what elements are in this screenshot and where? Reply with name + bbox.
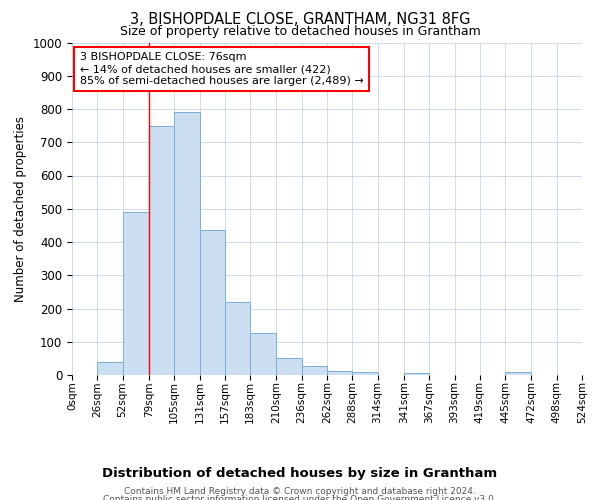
Bar [505, 372, 532, 375]
Bar [250, 334, 277, 375]
Bar [122, 212, 149, 375]
Text: Contains HM Land Registry data © Crown copyright and database right 2024.: Contains HM Land Registry data © Crown c… [124, 488, 476, 496]
Text: 3, BISHOPDALE CLOSE, GRANTHAM, NG31 8FG: 3, BISHOPDALE CLOSE, GRANTHAM, NG31 8FG [130, 12, 470, 28]
Bar [327, 371, 352, 375]
Bar [352, 372, 377, 375]
Bar [302, 366, 327, 375]
Text: 3 BISHOPDALE CLOSE: 76sqm
← 14% of detached houses are smaller (422)
85% of semi: 3 BISHOPDALE CLOSE: 76sqm ← 14% of detac… [80, 52, 364, 86]
Bar [225, 302, 250, 375]
Text: Contains public sector information licensed under the Open Government Licence v3: Contains public sector information licen… [103, 495, 497, 500]
Bar [277, 358, 302, 375]
Text: Distribution of detached houses by size in Grantham: Distribution of detached houses by size … [103, 468, 497, 480]
Bar [404, 373, 429, 375]
Y-axis label: Number of detached properties: Number of detached properties [14, 116, 27, 302]
Bar [174, 112, 200, 375]
Bar [199, 230, 225, 375]
Bar [97, 362, 122, 375]
Text: Size of property relative to detached houses in Grantham: Size of property relative to detached ho… [119, 25, 481, 38]
Bar [149, 126, 174, 375]
